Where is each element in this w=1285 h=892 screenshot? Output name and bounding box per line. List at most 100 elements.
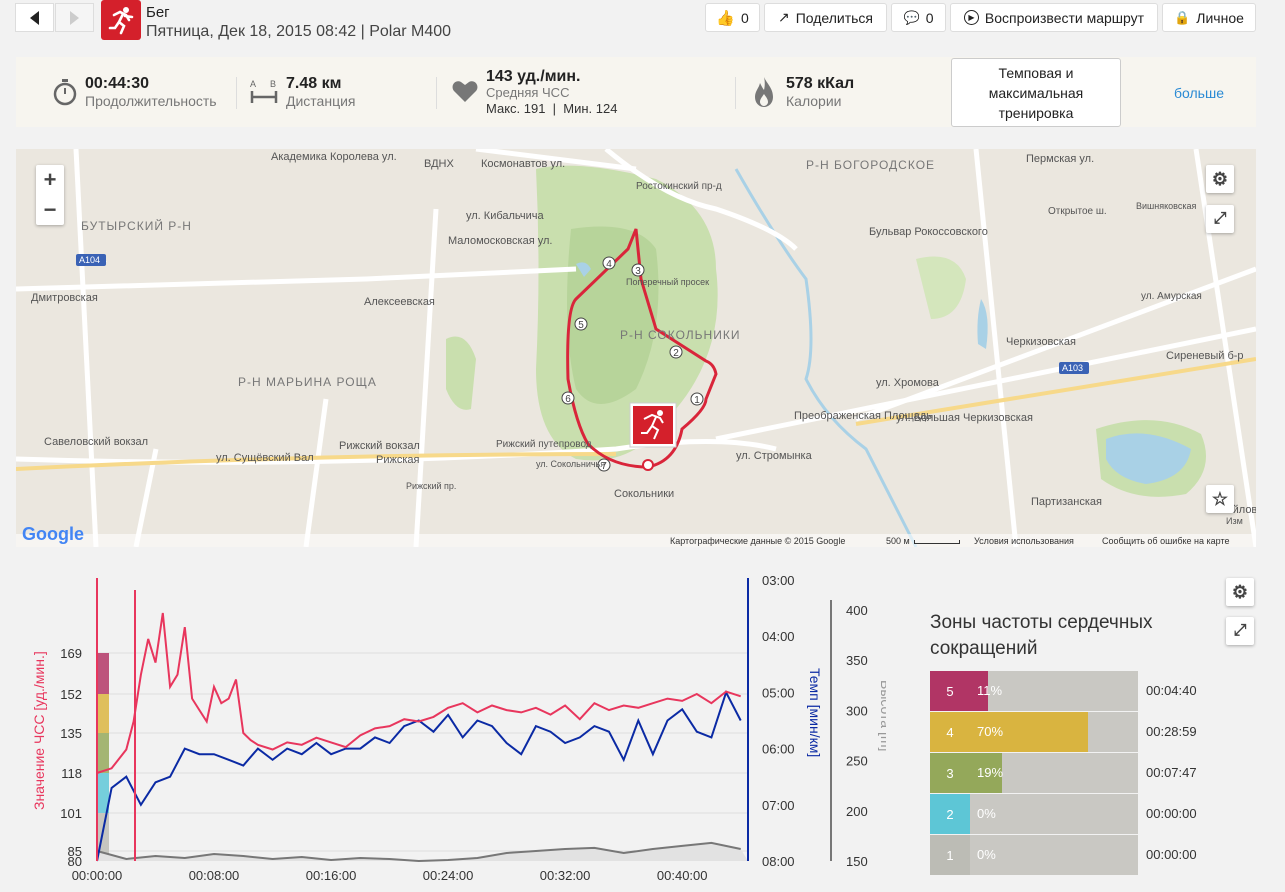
zone-time: 00:28:59 [1146,724,1197,739]
map-fullscreen-button[interactable]: ⤢ [1206,205,1234,233]
google-logo: Google [22,524,84,544]
svg-text:Академика Королева ул.: Академика Королева ул. [271,151,397,163]
forward-button[interactable] [55,3,94,32]
zone-bar [970,753,1002,793]
zone-percent: 19% [977,765,1004,780]
zone-number: 4 [930,712,970,752]
flame-icon [755,77,773,107]
zone-percent: 70% [977,724,1004,739]
duration-value: 00:44:30 [85,75,150,92]
zone-number: 5 [930,671,970,711]
zone-percent: 0% [977,847,996,862]
zone-number: 3 [930,753,970,793]
svg-text:A: A [250,79,256,89]
share-icon: ↗ [777,9,790,25]
svg-text:Р-Н СОКОЛЬНИКИ: Р-Н СОКОЛЬНИКИ [620,328,740,342]
alt-tick-label: 350 [846,653,868,668]
distance-value: 7.48 км [286,75,342,92]
zone-number: 1 [930,835,970,875]
zone-strip-5 [97,653,109,694]
training-benefit-button[interactable]: Темповая и максимальная тренировка [951,58,1121,127]
km-marker-2: 2 [673,348,679,359]
svg-text:Маломосковская ул.: Маломосковская ул. [448,235,552,247]
duration-label: Продолжительность [85,93,217,109]
km-marker-7: 7 [601,461,607,472]
zone-strip-4 [97,694,109,733]
svg-text:ул. Стромынка: ул. Стромынка [736,450,813,462]
svg-text:Изм: Изм [1226,516,1243,526]
hr-zone-row: 2 0% 00:00:00 [930,794,1197,834]
svg-text:Поперечный просек: Поперечный просек [626,277,709,287]
alt-axis-title: Высота [m] [878,680,886,751]
svg-text:Пермская ул.: Пермская ул. [1026,153,1094,165]
map-scale: 500 м [886,536,910,546]
map-settings-button[interactable]: ⚙ [1206,165,1234,193]
alt-tick-label: 250 [846,754,868,769]
calories-label: Калории [786,93,842,109]
pace-tick-label: 06:00 [762,742,795,757]
like-button[interactable]: 👍 0 [705,3,760,32]
comment-button[interactable]: 💬 0 [891,3,946,32]
svg-text:ул. Большая Черкизовская: ул. Большая Черкизовская [896,412,1033,424]
terms-link[interactable]: Условия использования [974,536,1074,546]
svg-text:Космонавтов ул.: Космонавтов ул. [481,158,565,170]
x-tick-label: 00:16:00 [306,868,357,883]
svg-text:Савеловский вокзал: Савеловский вокзал [44,436,148,448]
svg-text:ВДНХ: ВДНХ [424,158,454,170]
more-link[interactable]: больше [1174,85,1224,101]
svg-text:Рижский путепровод: Рижский путепровод [496,439,592,450]
svg-text:ул. Кибальчича: ул. Кибальчича [466,210,545,222]
alt-tick-label: 300 [846,703,868,718]
stopwatch-icon [53,79,77,106]
svg-text:Р-Н МАРЬИНА РОЩА: Р-Н МАРЬИНА РОЩА [238,375,377,389]
hr-tick-label: 80 [68,854,82,869]
x-tick-label: 00:32:00 [540,868,591,883]
zoom-in-button[interactable]: + [43,167,57,192]
svg-text:Бульвар Рокоссовского: Бульвар Рокоссовского [869,226,988,238]
calories-value: 578 кКал [786,75,855,92]
km-marker-3: 3 [635,266,641,277]
back-button[interactable] [15,3,54,32]
svg-text:Сиреневый б-р: Сиреневый б-р [1166,350,1244,362]
zone-percent: 0% [977,806,996,821]
svg-text:ул. Хромова: ул. Хромова [876,377,940,389]
zoom-out-button[interactable]: − [43,197,57,222]
arrow-left-icon [30,10,39,25]
km-marker-6: 6 [565,394,571,405]
hr-zone-row: 4 70% 00:28:59 [930,712,1197,752]
hr-zone-row: 3 19% 00:07:47 [930,753,1197,793]
hr-avg-value: 143 уд./мин. [486,68,581,85]
report-link[interactable]: Сообщить об ошибке на карте [1102,536,1230,546]
svg-text:Р-Н БОГОРОДСКОЕ: Р-Н БОГОРОДСКОЕ [806,158,935,172]
svg-text:Рижская: Рижская [376,454,420,466]
activity-subtitle: Пятница, Дек 18, 2015 08:42 | Polar M400 [146,23,452,40]
x-tick-label: 00:24:00 [423,868,474,883]
fullscreen-icon: ⤢ [1213,210,1227,227]
zone-bar [970,712,1088,752]
zone-strip-3 [97,733,109,773]
arrow-right-icon [70,10,79,25]
route-map[interactable]: 1 2 3 4 5 6 7 Академика Королева ул. ВДН… [16,149,1256,547]
hr-series-line [96,612,742,774]
share-button[interactable]: ↗ Поделиться [764,3,887,32]
hr-tick-label: 135 [60,726,82,741]
pace-series-line [96,689,742,862]
chart-fullscreen-button[interactable]: ⤢ [1226,617,1254,645]
x-tick-label: 00:08:00 [189,868,240,883]
running-icon [101,0,141,40]
chart-settings-button[interactable]: ⚙ [1226,578,1254,606]
zone-time: 00:04:40 [1146,683,1197,698]
thumbs-up-icon: 👍 [716,9,735,27]
svg-text:ул. Амурская: ул. Амурская [1141,291,1202,302]
replay-route-button[interactable]: ▶ Воспроизвести маршрут [950,3,1158,32]
zone-percent: 11% [977,683,1003,698]
heart-icon [452,81,478,102]
hr-tick-label: 118 [61,766,82,781]
favorite-button[interactable]: ☆ [1206,485,1234,513]
privacy-button[interactable]: 🔒 Личное [1162,3,1256,32]
zone-number: 2 [930,794,970,834]
scale-bar [914,540,960,544]
svg-text:Ростокинский пр-д: Ростокинский пр-д [636,181,722,192]
svg-text:А104: А104 [79,255,100,265]
